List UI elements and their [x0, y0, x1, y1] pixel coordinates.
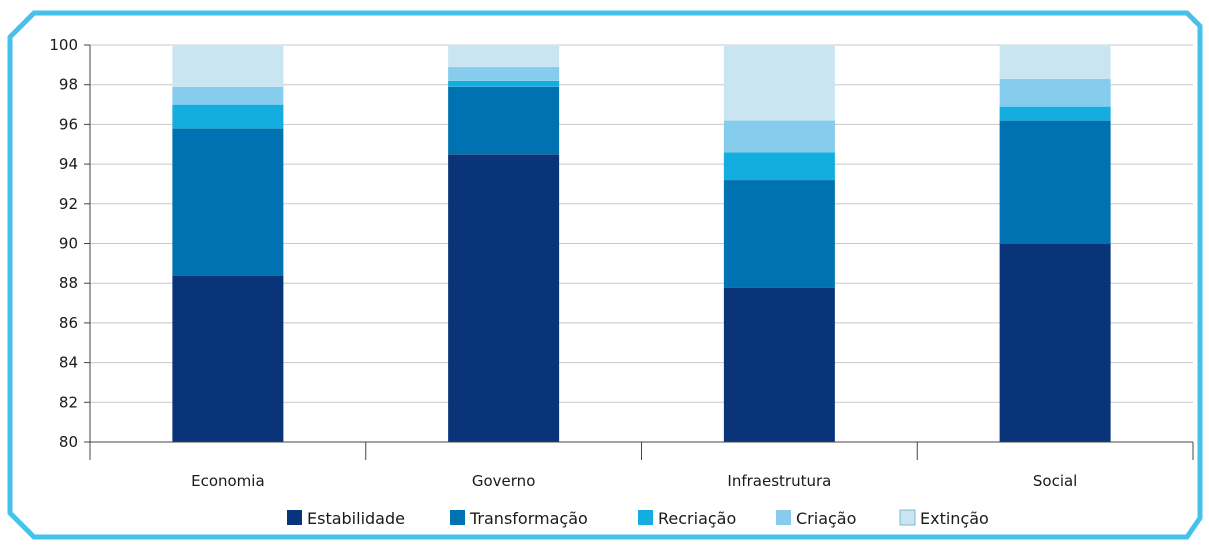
x-category-label: Social [1033, 472, 1077, 490]
legend-label: Recriação [658, 509, 736, 528]
y-tick-label: 92 [59, 195, 78, 213]
bar-segment [999, 106, 1111, 121]
legend-item: Estabilidade [287, 509, 405, 528]
legend-swatch [638, 510, 653, 525]
y-tick-label: 86 [59, 314, 78, 332]
bar-segment [999, 243, 1111, 442]
y-tick-label: 96 [59, 115, 78, 133]
bar-segment [172, 45, 284, 87]
bar-segment [172, 104, 284, 129]
y-tick-label: 100 [49, 36, 78, 54]
chart-frame [7, 10, 1203, 540]
bar-segment [723, 179, 835, 288]
axes [84, 44, 1194, 460]
bar-segment [723, 120, 835, 153]
legend-label: Transformação [469, 509, 588, 528]
bar-segment [999, 45, 1111, 79]
bar-segment [723, 45, 835, 121]
legend-swatch [776, 510, 791, 525]
x-category-label: Governo [472, 472, 536, 490]
y-tick-label: 94 [59, 155, 78, 173]
legend-swatch [450, 510, 465, 525]
bar-segment [448, 154, 560, 443]
bars [172, 44, 1111, 443]
legend-item: Extinção [899, 509, 989, 528]
bar-segment [448, 86, 560, 155]
legend: Estabilidade Transformação Recriação Criaçã… [287, 509, 989, 528]
bar-segment [999, 78, 1111, 107]
legend-label: Extinção [920, 509, 989, 528]
y-tick-label: 84 [59, 354, 78, 372]
legend-label: Estabilidade [307, 509, 405, 528]
legend-item: Recriação [638, 509, 736, 528]
bar-segment [723, 152, 835, 180]
x-category-labels: Economia Governo Infraestrutura Social [191, 472, 1077, 490]
bar-segment [172, 275, 284, 442]
legend-item: Transformação [450, 509, 588, 528]
y-tick-label: 88 [59, 274, 78, 292]
bar-segment [448, 45, 560, 67]
legend-item: Criação [776, 509, 856, 528]
bar-segment [999, 120, 1111, 244]
legend-swatch [899, 509, 916, 526]
x-category-label: Infraestrutura [727, 472, 831, 490]
bar-segment [172, 86, 284, 105]
bar-segment [448, 80, 560, 87]
legend-swatch [287, 510, 302, 525]
y-tick-label: 80 [59, 433, 78, 451]
bar-segment [448, 66, 560, 81]
y-tick-labels: 80 82 84 86 88 90 92 94 96 98 100 [49, 36, 78, 451]
legend-label: Criação [796, 509, 856, 528]
y-tick-label: 82 [59, 393, 78, 411]
y-tick-label: 90 [59, 235, 78, 253]
bar-segment [172, 128, 284, 276]
y-tick-label: 98 [59, 76, 78, 94]
bar-segment [723, 287, 835, 442]
x-category-label: Economia [191, 472, 265, 490]
